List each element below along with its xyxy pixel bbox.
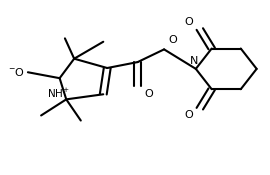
- Text: O: O: [184, 17, 193, 27]
- Text: O: O: [184, 110, 193, 120]
- Text: $^{-}$O: $^{-}$O: [8, 66, 25, 78]
- Text: O: O: [168, 35, 177, 45]
- Text: NH$^{+}$: NH$^{+}$: [47, 87, 70, 100]
- Text: O: O: [144, 89, 153, 99]
- Text: N: N: [190, 56, 199, 66]
